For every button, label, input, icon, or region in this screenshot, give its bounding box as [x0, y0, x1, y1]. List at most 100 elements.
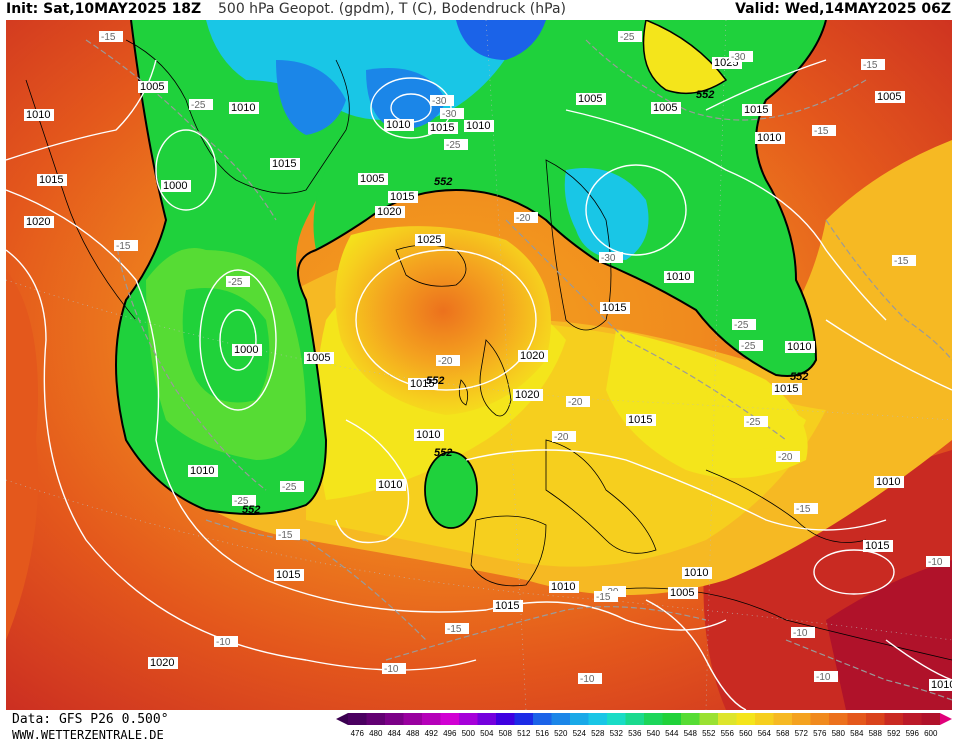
isobar-1015-turkey [813, 549, 895, 595]
temperature-value: -25 [282, 482, 297, 493]
temperature-value: -10 [816, 672, 831, 683]
legend-swatch [792, 713, 811, 725]
isobar-label: 1010 [664, 271, 694, 283]
isotherm-north-east [585, 39, 867, 121]
temperature-label-bg [812, 125, 836, 136]
isotherm-central [505, 219, 787, 441]
isobar-label: 1015 [626, 414, 656, 426]
isobar-label-bg [651, 102, 681, 114]
valid-time: Valid: Wed,14MAY2025 06Z [735, 1, 951, 17]
temperature-value: -10 [384, 664, 399, 675]
temperature-value: -25 [741, 341, 756, 352]
isobar-label: 1025 [415, 234, 445, 246]
temperature-label: -25 [444, 139, 468, 151]
isobar-low-scandinavia [585, 164, 687, 256]
isobar-label: 1010 [549, 581, 579, 593]
isobar-value: 1015 [276, 569, 300, 581]
isobar-value: 1015 [272, 158, 296, 170]
isotherm-lines [85, 39, 952, 701]
isobar-label: 1015 [428, 122, 458, 134]
isobar-label-bg [408, 378, 438, 390]
website-link[interactable]: WWW.WETTERZENTRALE.DE [12, 728, 164, 742]
contour-552-label: 552 [242, 504, 260, 516]
isobar-value: 1000 [163, 180, 187, 192]
temperature-label-bg [814, 671, 838, 682]
temperature-label-bg [445, 623, 469, 634]
temperature-label-bg [729, 51, 753, 62]
legend-tick: 576 [813, 729, 827, 738]
isobar-value: 1020 [515, 389, 539, 401]
isobar-value: 1010 [551, 581, 575, 593]
isobar-label: 1020 [375, 206, 405, 218]
weather-map[interactable]: 1010 1005 1010 1015 1000 1020 1015 1005 1000 1005… [6, 20, 952, 710]
isobar-label: 1005 [304, 352, 334, 364]
coastlines [25, 39, 952, 661]
legend-swatch [903, 713, 922, 725]
graticule [6, 20, 952, 710]
isobar-low-atlantic-inner [219, 309, 257, 371]
temperature-value: -10 [216, 637, 231, 648]
isobar-label-bg [600, 302, 630, 314]
isobar-label: 1020 [513, 389, 543, 401]
temperature-label-bg [926, 556, 950, 567]
legend-swatch [625, 713, 644, 725]
temperature-value: -15 [894, 256, 909, 267]
legend-swatch [348, 713, 367, 725]
isobar-label: 1010 [188, 465, 218, 477]
isobar-label-bg [513, 389, 543, 401]
temperature-label: -25 [618, 31, 642, 43]
legend-tick: 592 [887, 729, 901, 738]
legend-tick: 512 [517, 729, 531, 738]
temperature-label-bg [739, 340, 763, 351]
isobar-label-bg [863, 540, 893, 552]
temperature-label-bg [436, 355, 460, 366]
ireland-coast [458, 379, 469, 406]
isobar-label: 1015 [270, 158, 300, 170]
isobar-label: 1000 [232, 344, 262, 356]
isobar-label: 1010 [414, 429, 444, 441]
temperature-label-bg [791, 627, 815, 638]
temperature-value: -25 [234, 496, 249, 507]
legend-swatch [755, 713, 774, 725]
legend-tick: 548 [684, 729, 698, 738]
legend-swatch [607, 713, 626, 725]
temperature-label: -10 [926, 556, 950, 568]
isobar-label: 1010 [464, 120, 494, 132]
temperature-value: -25 [446, 140, 461, 151]
isobar-value: 1005 [360, 173, 384, 185]
isobar-value: 1025 [417, 234, 441, 246]
isobar-label-bg [518, 350, 548, 362]
temperature-label-bg [618, 31, 642, 42]
temperature-label-bg [732, 319, 756, 330]
legend-swatch [866, 713, 885, 725]
france-italy-coast [545, 439, 657, 554]
isobar-label: 1010 [682, 567, 712, 579]
temperature-label: -15 [861, 59, 885, 71]
isotherm-west-mid [115, 239, 267, 491]
temperature-value: -10 [580, 674, 595, 685]
isobar-1020 [6, 249, 477, 671]
isobar-value: 1010 [231, 102, 255, 114]
isobar-label: 1010 [785, 341, 815, 353]
isobar-value: 1010 [757, 132, 781, 144]
temperature-label: -20 [776, 451, 800, 463]
legend-tick: 588 [869, 729, 883, 738]
cutoff-low-iberia [424, 451, 478, 529]
temperature-value: -15 [796, 504, 811, 515]
isobar-value: 1010 [787, 341, 811, 353]
contour-552-label: 552 [434, 176, 452, 188]
temperature-value: -20 [438, 356, 453, 367]
temperature-label-bg [382, 663, 406, 674]
isobar-high-central [355, 249, 537, 391]
legend-tick: 552 [702, 729, 716, 738]
isobar-labels: 1010 1005 1010 1015 1000 1020 1015 1005 1000 1005… [24, 57, 952, 691]
init-time: Init: Sat,10MAY2025 18Z [6, 1, 202, 17]
temperature-value: -15 [863, 60, 878, 71]
isobar-value: 1020 [520, 350, 544, 362]
isobar-1010-iberia [335, 419, 410, 544]
legend-tick: 528 [591, 729, 605, 738]
isobar-value: 1020 [377, 206, 401, 218]
legend-swatch [810, 713, 829, 725]
isobar-value: 1015 [495, 600, 519, 612]
east-yellow-core [706, 380, 806, 450]
